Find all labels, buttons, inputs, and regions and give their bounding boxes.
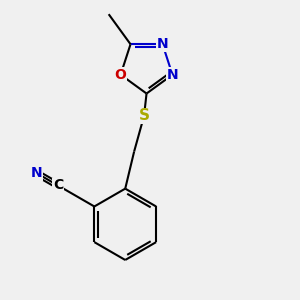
Text: O: O xyxy=(115,68,127,82)
Text: N: N xyxy=(167,68,178,82)
Text: N: N xyxy=(31,166,42,180)
Text: C: C xyxy=(53,178,63,192)
Text: S: S xyxy=(139,108,150,123)
Text: N: N xyxy=(157,37,168,51)
